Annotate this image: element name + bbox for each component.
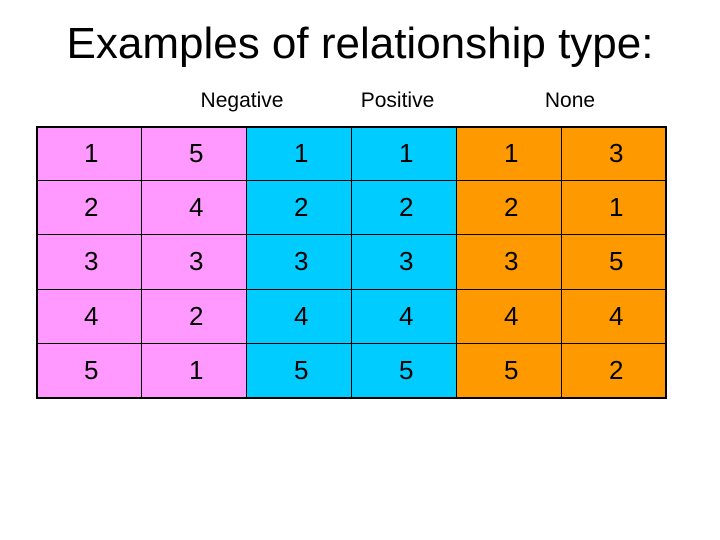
positive-x-cell: 4	[246, 288, 352, 344]
positive-y-cell: 4	[351, 288, 457, 344]
positive-y-cell: 2	[351, 180, 457, 236]
positive-y-cell: 1	[351, 125, 457, 182]
negative-y-cell: 1	[141, 342, 247, 399]
negative-y-cell: 4	[141, 180, 247, 236]
relationship-table: 1 5 1 1 1 3 2 4 2 2 2 1 3 3 3 3 3 5	[36, 125, 667, 399]
slide-title: Examples of relationship type:	[66, 19, 654, 68]
table-row: 3 3 3 3 3 5	[36, 234, 667, 290]
negative-x-cell: 2	[36, 180, 142, 236]
none-y-cell: 4	[561, 288, 667, 344]
none-y-cell: 3	[561, 125, 667, 182]
positive-y-cell: 3	[351, 234, 457, 290]
group-label-none: None	[544, 89, 596, 112]
none-x-cell: 4	[456, 288, 562, 344]
none-x-cell: 2	[456, 180, 562, 236]
table-row: 4 2 4 4 4 4	[36, 288, 667, 344]
group-label-positive: Positive	[360, 89, 435, 112]
none-x-cell: 5	[456, 342, 562, 399]
negative-x-cell: 4	[36, 288, 142, 344]
positive-x-cell: 1	[246, 125, 352, 182]
none-y-cell: 1	[561, 180, 667, 236]
positive-x-cell: 5	[246, 342, 352, 399]
positive-y-cell: 5	[351, 342, 457, 399]
negative-x-cell: 3	[36, 234, 142, 290]
table-row: 2 4 2 2 2 1	[36, 180, 667, 236]
table-row: 1 5 1 1 1 3	[36, 125, 667, 182]
negative-x-cell: 5	[36, 342, 142, 399]
none-y-cell: 5	[561, 234, 667, 290]
negative-y-cell: 3	[141, 234, 247, 290]
negative-x-cell: 1	[36, 125, 142, 182]
none-x-cell: 3	[456, 234, 562, 290]
none-x-cell: 1	[456, 125, 562, 182]
group-label-negative: Negative	[200, 89, 284, 112]
positive-x-cell: 2	[246, 180, 352, 236]
positive-x-cell: 3	[246, 234, 352, 290]
none-y-cell: 2	[561, 342, 667, 399]
table-body: 1 5 1 1 1 3 2 4 2 2 2 1 3 3 3 3 3 5	[36, 125, 667, 399]
negative-y-cell: 2	[141, 288, 247, 344]
table-row: 5 1 5 5 5 2	[36, 342, 667, 399]
negative-y-cell: 5	[141, 125, 247, 182]
